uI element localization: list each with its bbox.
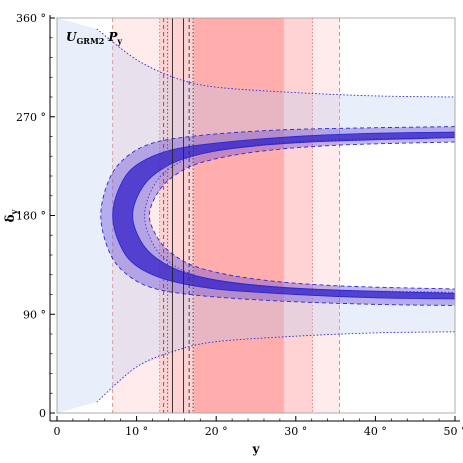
y-tick-label-4: 360 ° — [16, 12, 46, 25]
x-tick-label-1: 10 ° — [125, 425, 148, 438]
axes: 0 10 ° 20 ° 30 ° 40 ° 50 ° 0 90 ° 180 ° 270 ° 360 … — [16, 12, 463, 438]
plot-border — [56, 17, 456, 414]
y-axis-title: δy — [3, 209, 19, 222]
panel-label-suffix: P — [107, 30, 118, 44]
y-axis-title-sub: y — [9, 209, 19, 215]
region-2sigma-outer-edge — [100, 126, 455, 306]
y-axis-title-main: δ — [3, 214, 17, 222]
region-3sigma — [57, 18, 455, 413]
panel-label-main: U — [66, 30, 78, 44]
y-tick-label-3: 270 ° — [16, 111, 46, 124]
region-1sigma-inner-edge — [132, 137, 455, 294]
y-tick-label-0: 0 — [39, 407, 46, 420]
x-axis-title: y — [252, 442, 261, 456]
x-tick-label-2: 20 ° — [205, 425, 228, 438]
y-tick-label-1: 90 ° — [23, 308, 46, 321]
panel-label: UGRM2 Py — [66, 30, 122, 46]
region-3sigma-outer-upper-edge — [96, 28, 455, 98]
allowed-regions — [57, 18, 455, 413]
vertical-lines — [163, 18, 194, 413]
x-tick-label-4: 40 ° — [364, 425, 387, 438]
band-2sigma — [159, 18, 313, 413]
panel-label-sub: GRM2 — [76, 36, 104, 46]
vertical-bands — [112, 18, 340, 413]
region-1sigma-outer-edge — [112, 131, 455, 300]
x-tick-label-0: 0 — [54, 425, 61, 438]
x-tick-label-5: 50 ° — [444, 425, 463, 438]
band-1sigma — [193, 18, 284, 413]
panel-label-suffix-sub: y — [116, 36, 122, 46]
band-3sigma — [112, 18, 340, 413]
x-tick-label-3: 30 ° — [284, 425, 307, 438]
y-tick-label-2: 180 ° — [16, 210, 46, 223]
region-3sigma-outer-lower-edge — [96, 331, 455, 403]
